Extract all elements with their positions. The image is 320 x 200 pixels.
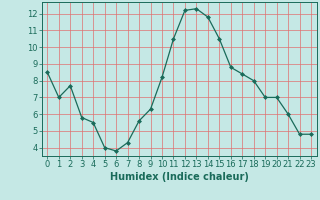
X-axis label: Humidex (Indice chaleur): Humidex (Indice chaleur) <box>110 172 249 182</box>
